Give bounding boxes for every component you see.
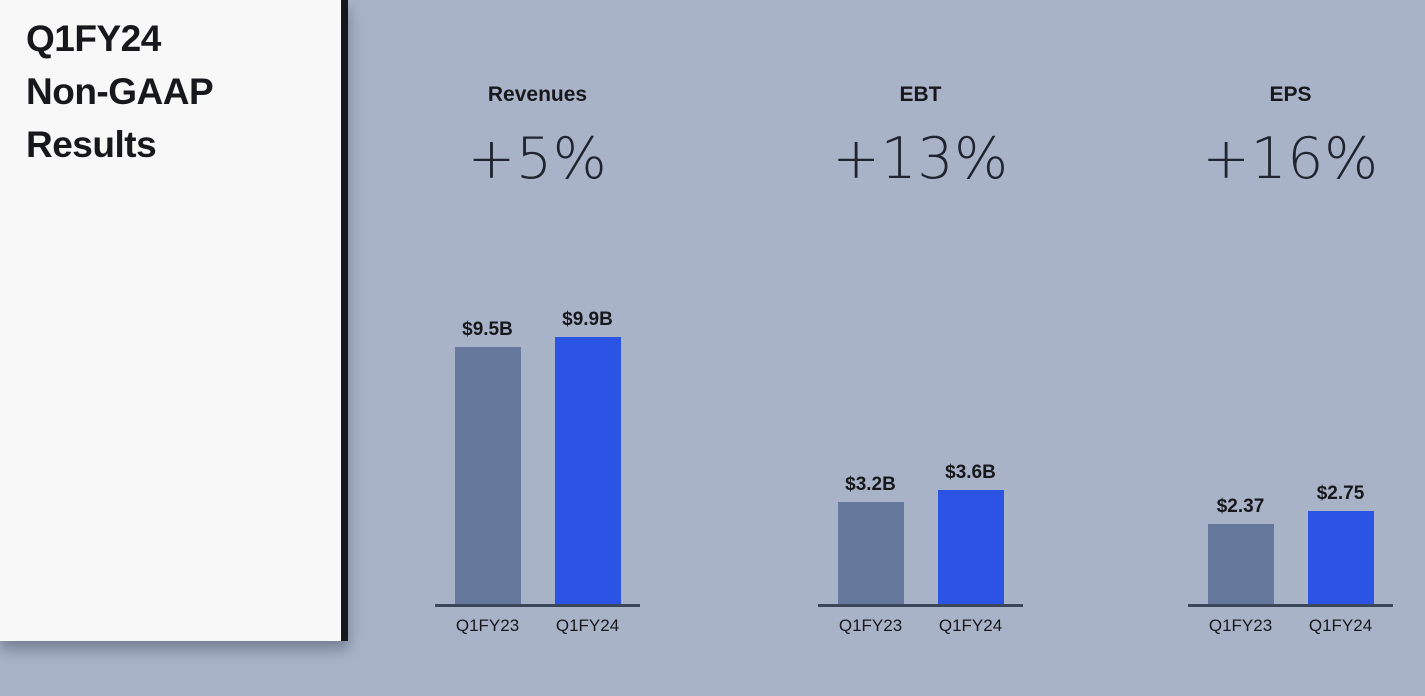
category-label-q1fy23: Q1FY23 xyxy=(838,616,903,635)
bars-area-ebt: $3.2B $3.6B xyxy=(837,304,1004,604)
bar-group-q1fy24: $2.75 xyxy=(1307,483,1374,604)
bars-area-eps: $2.37 $2.75 xyxy=(1207,304,1374,604)
category-label-q1fy23: Q1FY23 xyxy=(1208,616,1273,635)
category-labels-ebt: Q1FY23 Q1FY24 xyxy=(838,616,1004,636)
slide-title: Q1FY24 Non-GAAP Results xyxy=(26,12,317,171)
bar-group-q1fy23: $3.2B xyxy=(837,474,904,604)
bar-value-label-q1fy24: $9.9B xyxy=(562,309,613,330)
bars-area-revenues: $9.5B $9.9B xyxy=(454,304,621,604)
title-panel: Q1FY24 Non-GAAP Results xyxy=(0,0,348,641)
bar-group-q1fy24: $9.9B xyxy=(554,309,621,604)
chart-title-eps: EPS xyxy=(1269,83,1312,106)
chart-delta-ebt: +13% xyxy=(832,126,1009,192)
bar-value-label-q1fy23: $2.37 xyxy=(1216,496,1265,517)
chart-title-ebt: EBT xyxy=(899,83,942,106)
slide-title-line-1: Q1FY24 xyxy=(26,18,161,59)
bar-q1fy23 xyxy=(1207,524,1274,604)
bar-value-label-q1fy23: $9.5B xyxy=(462,319,513,340)
slide-title-line-2: Non-GAAP xyxy=(26,71,214,112)
chart-delta-eps: +16% xyxy=(1202,126,1379,192)
bar-group-q1fy24: $3.6B xyxy=(937,462,1004,604)
slide-title-line-3: Results xyxy=(26,124,157,165)
chart-ebt: EBT +13% $3.2B $3.6B Q1FY23 Q1FY24 xyxy=(798,80,1043,636)
bar-group-q1fy23: $9.5B xyxy=(454,319,521,604)
category-label-q1fy23: Q1FY23 xyxy=(455,616,520,635)
category-label-q1fy24: Q1FY24 xyxy=(555,616,620,635)
bar-value-label-q1fy23: $3.2B xyxy=(845,474,896,495)
bar-value-label-q1fy24: $3.6B xyxy=(945,462,996,483)
chart-title-revenues: Revenues xyxy=(487,83,588,106)
bar-q1fy24 xyxy=(1307,511,1374,604)
bar-q1fy23 xyxy=(454,347,521,604)
chart-revenues: Revenues +5% $9.5B $9.9B Q1FY23 Q1FY24 xyxy=(415,80,660,636)
chart-eps: EPS +16% $2.37 $2.75 Q1FY23 Q1FY24 xyxy=(1168,80,1413,636)
bar-group-q1fy23: $2.37 xyxy=(1207,496,1274,604)
category-label-q1fy24: Q1FY24 xyxy=(1308,616,1373,635)
axis-baseline-eps xyxy=(1188,604,1393,607)
category-labels-eps: Q1FY23 Q1FY24 xyxy=(1208,616,1374,636)
category-label-q1fy24: Q1FY24 xyxy=(938,616,1003,635)
bar-q1fy24 xyxy=(937,490,1004,604)
axis-baseline-ebt xyxy=(818,604,1023,607)
category-labels-revenues: Q1FY23 Q1FY24 xyxy=(455,616,621,636)
bar-q1fy24 xyxy=(554,337,621,604)
bar-q1fy23 xyxy=(837,502,904,604)
bar-value-label-q1fy24: $2.75 xyxy=(1316,483,1365,504)
axis-baseline-revenues xyxy=(435,604,640,607)
chart-delta-revenues: +5% xyxy=(467,126,608,192)
